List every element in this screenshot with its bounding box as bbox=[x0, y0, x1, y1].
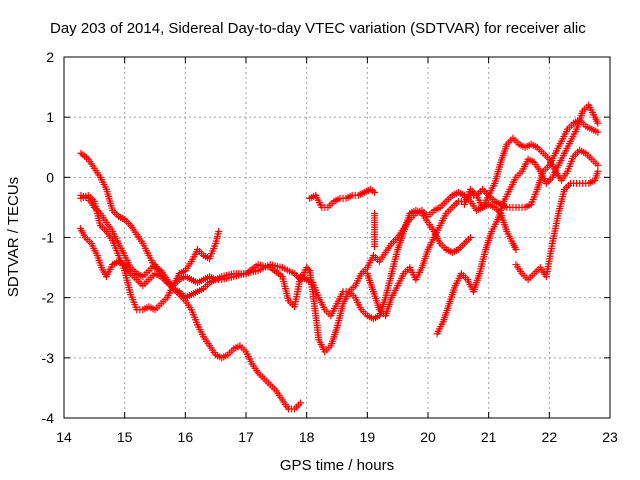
data-point bbox=[215, 227, 223, 235]
data-point bbox=[594, 167, 602, 175]
data-point bbox=[297, 399, 305, 407]
data-point bbox=[371, 188, 379, 196]
data-series-track-f bbox=[363, 116, 602, 320]
x-tick-label: 22 bbox=[542, 429, 558, 445]
data-point bbox=[512, 246, 520, 254]
data-point bbox=[304, 265, 312, 273]
data-point bbox=[594, 161, 602, 169]
x-axis-label: GPS time / hours bbox=[280, 457, 394, 474]
chart-title: Day 203 of 2014, Sidereal Day-to-day VTE… bbox=[50, 20, 586, 37]
data-series-track-a bbox=[76, 224, 305, 413]
y-tick-label: 1 bbox=[46, 109, 54, 125]
y-tick-label: -1 bbox=[42, 230, 55, 246]
y-axis-label: SDTVAR / TECUs bbox=[5, 177, 22, 297]
y-tick-label: 2 bbox=[46, 49, 54, 65]
x-tick-label: 15 bbox=[117, 429, 133, 445]
x-tick-label: 20 bbox=[420, 429, 436, 445]
y-tick-label: 0 bbox=[46, 169, 54, 185]
data-point bbox=[303, 264, 311, 272]
data-point bbox=[371, 243, 379, 251]
x-tick-label: 16 bbox=[178, 429, 194, 445]
y-tick-label: -2 bbox=[42, 290, 55, 306]
y-tick-label: -4 bbox=[42, 410, 55, 426]
data-point bbox=[594, 119, 602, 127]
data-series-track-j bbox=[371, 209, 379, 251]
x-tick-label: 18 bbox=[299, 429, 315, 445]
data-point bbox=[466, 234, 474, 241]
data-point bbox=[594, 128, 602, 136]
plot-area bbox=[76, 101, 602, 413]
x-tick-label: 23 bbox=[602, 429, 618, 445]
x-tick-label: 19 bbox=[360, 429, 376, 445]
grid bbox=[64, 57, 610, 418]
y-tick-label: -3 bbox=[42, 350, 55, 366]
axis-ticks: 14 15 16 17 18 19 20 21 22 23 -4 -3 -2 -1 0 1 2 bbox=[42, 49, 618, 445]
x-tick-label: 21 bbox=[481, 429, 497, 445]
data-series-track-e bbox=[306, 185, 379, 211]
data-series-track-c bbox=[77, 149, 474, 323]
x-tick-label: 14 bbox=[56, 429, 72, 445]
data-series-track-h bbox=[460, 185, 520, 254]
data-series-track-d bbox=[77, 191, 223, 314]
data-series-track-g bbox=[433, 101, 602, 338]
data-series-track-i bbox=[512, 167, 602, 284]
x-tick-label: 17 bbox=[238, 429, 254, 445]
